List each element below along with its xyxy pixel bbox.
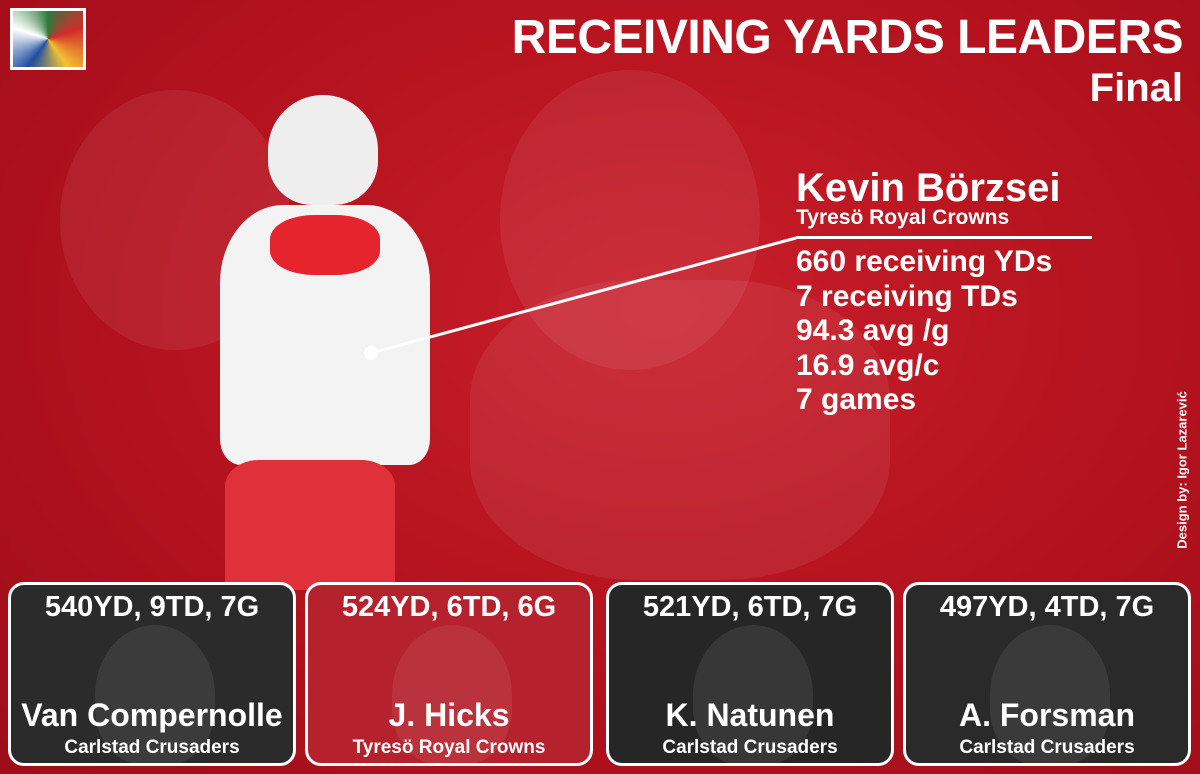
card-stats: 497YD, 4TD, 7G [939, 591, 1155, 623]
leader-name: Kevin Börzsei [796, 166, 1061, 210]
card-name: Van Compernolle [21, 697, 283, 733]
stat-line: 16.9 avg/c [796, 348, 940, 382]
background-figure [470, 280, 890, 580]
card-team: Carlstad Crusaders [959, 737, 1135, 758]
card-name: K. Natunen [665, 697, 835, 733]
stat-line: 7 receiving TDs [796, 279, 1018, 313]
player-card: 497YD, 4TD, 7G A. Forsman Carlstad Crusade… [903, 582, 1191, 766]
card-team: Carlstad Crusaders [662, 737, 838, 758]
stat-line: 94.3 avg /g [796, 314, 950, 347]
card-team: Tyresö Royal Crowns [352, 737, 546, 758]
player-photo [95, 625, 215, 763]
player-card: 524YD, 6TD, 6G J. Hicks Tyresö Royal Crown… [305, 582, 593, 766]
card-stats: 524YD, 6TD, 6G [341, 591, 557, 623]
card-stats: 540YD, 9TD, 7G [44, 591, 260, 623]
subtitle: Final [1089, 66, 1183, 110]
title: RECEIVING YARDS LEADERS [511, 11, 1184, 64]
leader-stats: 660 receiving YDs 7 receiving TDs 94.3 avg… [796, 245, 1052, 418]
player-card: 540YD, 9TD, 7G Van Compernolle Carlstad Cr… [8, 582, 296, 766]
player-photo [392, 625, 512, 763]
leader-team: Tyresö Royal Crowns [796, 206, 1010, 229]
stat-line: 7 games [796, 383, 917, 416]
player-photo [990, 625, 1110, 763]
player-pants [225, 460, 395, 590]
card-name: J. Hicks [388, 697, 510, 733]
pointer-line [370, 236, 797, 355]
stat-line: 660 receiving YDs [796, 245, 1053, 278]
player-helmet [268, 95, 378, 205]
player-photo [693, 625, 813, 763]
background-figure [500, 70, 760, 370]
player-gloves [270, 215, 380, 275]
card-stats: 521YD, 6TD, 7G [642, 591, 858, 623]
card-name: A. Forsman [958, 697, 1136, 733]
player-card: 521YD, 6TD, 7G K. Natunen Carlstad Crusade… [606, 582, 894, 766]
card-team: Carlstad Crusaders [64, 737, 240, 758]
divider [796, 236, 1092, 239]
pointer-dot [364, 346, 378, 360]
credit: Design by: Igor Lazarević [1174, 391, 1190, 549]
logo [10, 8, 86, 70]
